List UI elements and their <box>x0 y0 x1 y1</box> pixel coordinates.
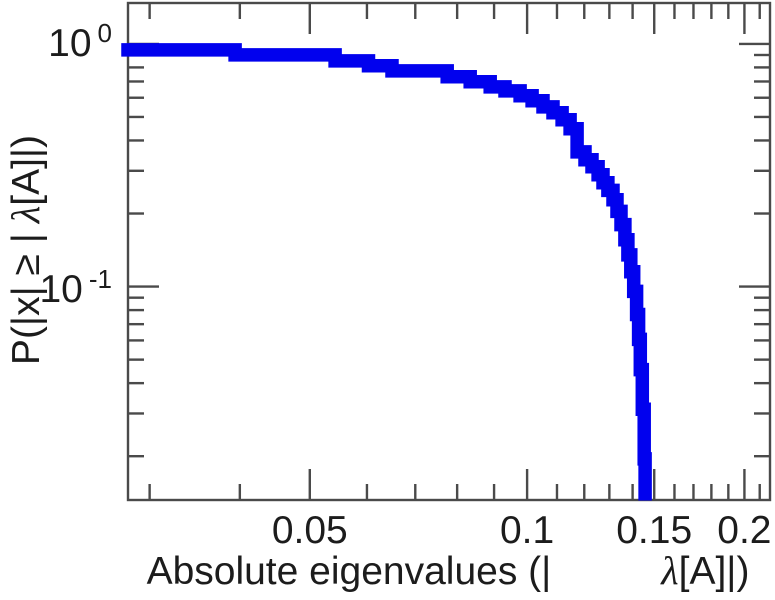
y-tick-exponent: 0 <box>97 18 112 48</box>
x-tick-label: 0.05 <box>271 509 348 552</box>
x-axis-title-suffix: [A]|) <box>678 550 750 593</box>
y-axis-title-suffix: [A]|) <box>5 134 48 206</box>
y-axis-title: P(|x| ≥ | λ [A]|) <box>3 125 48 375</box>
y-tick-label-1e0: 10 0 <box>34 20 112 65</box>
y-tick-base: 10 <box>39 268 83 311</box>
x-tick-label: 0.15 <box>616 509 693 552</box>
plot-frame <box>126 1 772 502</box>
y-tick-exponent: -1 <box>88 264 112 294</box>
y-axis-title-prefix: P(|x| ≥ | <box>5 233 48 366</box>
ccdf-curve <box>121 43 652 501</box>
y-tick-label-1e-1: 10 -1 <box>22 266 112 311</box>
x-axis-title: Absolute eigenvalues (| λ [A]|) <box>118 549 775 594</box>
y-tick-base: 10 <box>48 22 92 65</box>
x-tick-label: 0.1 <box>499 509 555 552</box>
x-axis-title-prefix: Absolute eigenvalues (| <box>146 550 552 593</box>
lambda-symbol: λ <box>3 205 48 224</box>
x-tick-label: 0.2 <box>717 509 772 552</box>
lambda-symbol: λ <box>661 548 679 593</box>
